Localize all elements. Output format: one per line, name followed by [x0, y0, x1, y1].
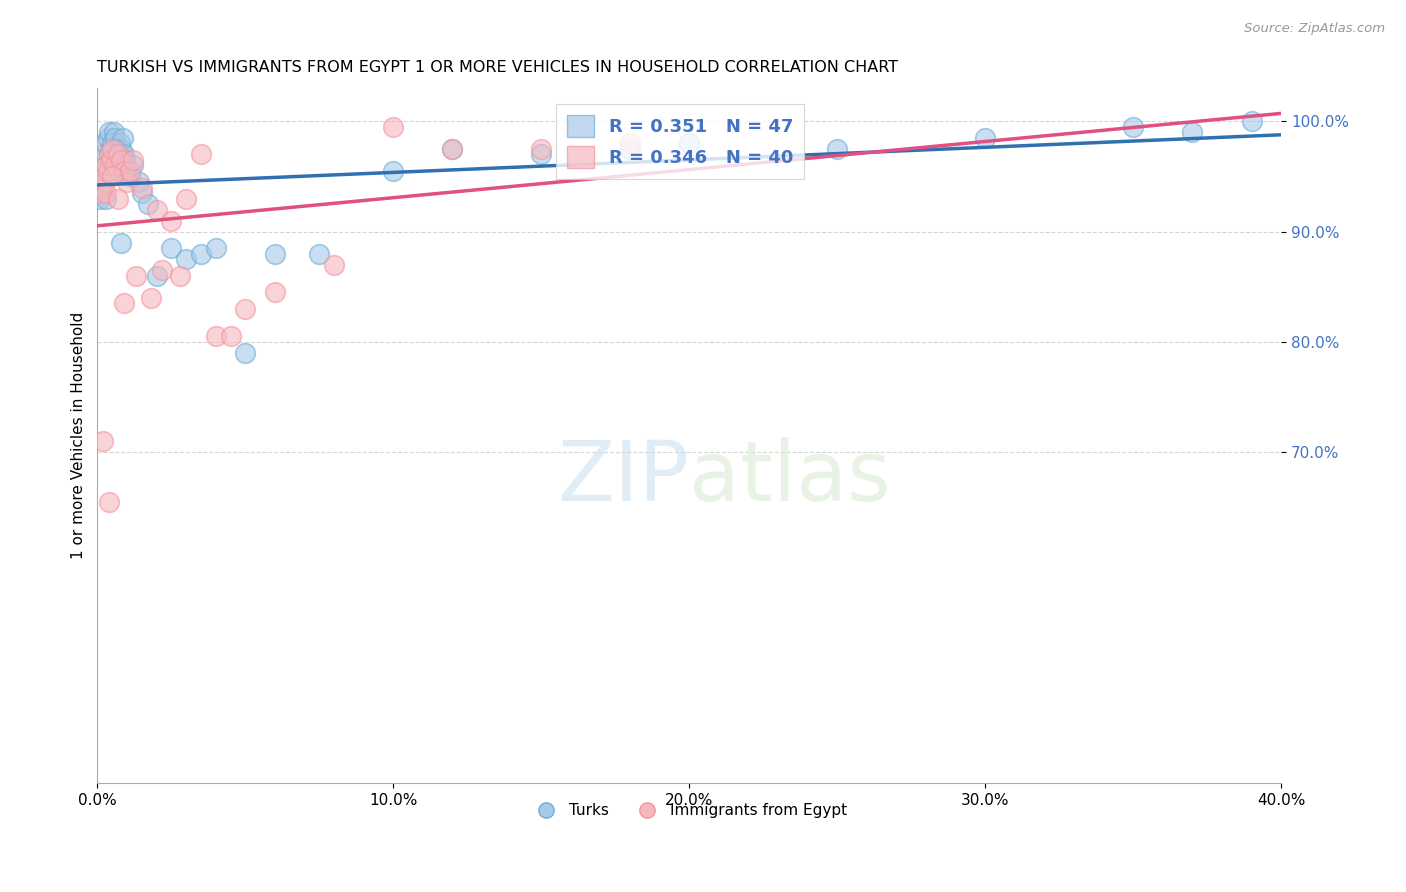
Point [107, 164, 129, 178]
Point [825, 142, 848, 156]
Point [105, 142, 128, 156]
Point [619, 136, 641, 151]
Text: TURKISH VS IMMIGRANTS FROM EGYPT 1 OR MORE VEHICLES IN HOUSEHOLD CORRELATION CHA: TURKISH VS IMMIGRANTS FROM EGYPT 1 OR MO… [97, 60, 898, 75]
Point [104, 131, 127, 145]
Point [110, 235, 132, 250]
Point [174, 192, 197, 206]
Point [139, 291, 162, 305]
Point [264, 285, 287, 300]
Point [112, 164, 135, 178]
Point [160, 213, 183, 227]
Point [107, 153, 129, 167]
Point [160, 241, 183, 255]
Point [112, 147, 135, 161]
Point [108, 136, 131, 151]
Point [121, 158, 143, 172]
Point [174, 252, 197, 267]
Text: atlas: atlas [689, 437, 891, 518]
Point [131, 186, 153, 200]
Point [89, 192, 111, 206]
Point [136, 197, 159, 211]
Point [101, 169, 124, 184]
Point [1240, 114, 1263, 128]
Point [1181, 125, 1204, 139]
Point [91, 147, 114, 161]
Point [145, 268, 167, 283]
Point [110, 142, 132, 156]
Point [118, 169, 141, 184]
Point [94, 175, 117, 189]
Point [98, 125, 121, 139]
Y-axis label: 1 or more Vehicles in Household: 1 or more Vehicles in Household [72, 312, 86, 559]
Point [101, 136, 124, 151]
Point [100, 153, 122, 167]
Point [107, 192, 129, 206]
Point [974, 131, 997, 145]
Point [98, 147, 121, 161]
Point [89, 180, 111, 194]
Point [530, 142, 553, 156]
Point [112, 296, 135, 310]
Point [97, 164, 120, 178]
Point [619, 142, 641, 156]
Point [91, 164, 114, 178]
Point [104, 158, 127, 172]
Point [131, 180, 153, 194]
Point [308, 246, 330, 260]
Point [96, 186, 118, 200]
Point [114, 153, 136, 167]
Point [103, 125, 125, 139]
Point [204, 329, 226, 343]
Point [90, 186, 112, 200]
Point [382, 164, 405, 178]
Legend: Turks, Immigrants from Egypt: Turks, Immigrants from Egypt [524, 797, 853, 824]
Point [94, 136, 117, 151]
Point [118, 164, 141, 178]
Point [264, 246, 287, 260]
Point [111, 131, 134, 145]
Point [104, 142, 127, 156]
Point [678, 136, 700, 151]
Point [91, 434, 114, 449]
Point [219, 329, 242, 343]
Point [204, 241, 226, 255]
Text: Source: ZipAtlas.com: Source: ZipAtlas.com [1244, 22, 1385, 36]
Point [115, 164, 138, 178]
Point [169, 268, 191, 283]
Point [121, 153, 143, 167]
Point [107, 147, 129, 161]
Point [233, 301, 256, 316]
Point [96, 192, 118, 206]
Point [97, 131, 120, 145]
Point [190, 246, 212, 260]
Point [190, 147, 212, 161]
Point [441, 142, 464, 156]
Point [152, 263, 174, 277]
Point [441, 142, 464, 156]
Point [98, 495, 121, 509]
Point [110, 153, 132, 167]
Point [382, 120, 405, 134]
Text: ZIP: ZIP [557, 437, 689, 518]
Point [233, 346, 256, 360]
Point [115, 175, 138, 189]
Point [323, 258, 346, 272]
Point [100, 142, 122, 156]
Point [90, 180, 112, 194]
Point [128, 175, 150, 189]
Point [145, 202, 167, 217]
Point [530, 147, 553, 161]
Point [96, 158, 118, 172]
Point [101, 142, 124, 156]
Point [1122, 120, 1144, 134]
Point [98, 147, 121, 161]
Point [96, 158, 118, 172]
Point [125, 268, 148, 283]
